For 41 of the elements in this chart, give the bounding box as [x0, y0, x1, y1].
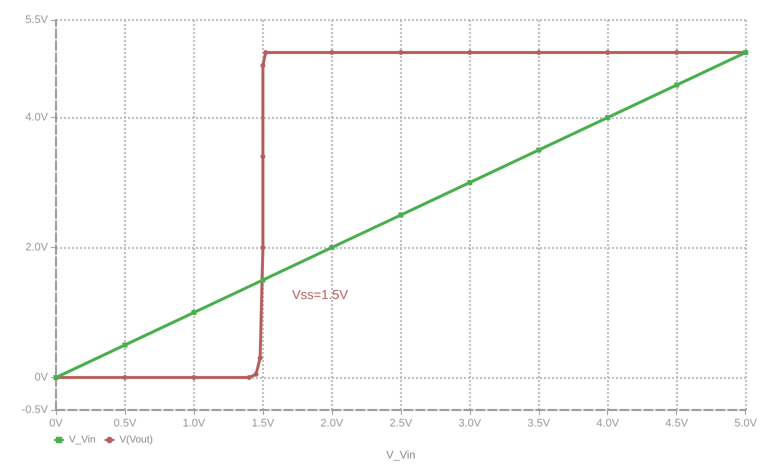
point — [467, 180, 472, 185]
x-tick-label: 3.5V — [527, 418, 551, 430]
point — [263, 50, 268, 55]
point — [260, 278, 266, 282]
point — [605, 50, 610, 55]
point — [122, 342, 128, 348]
x-axis-title: V_Vin — [386, 450, 416, 462]
point — [260, 245, 266, 250]
y-tick-label: 2.0V — [25, 242, 49, 254]
x-tick-label: 1.0V — [182, 418, 206, 430]
x-tick-label: 4.5V — [665, 418, 689, 430]
x-tick-label: 0.5V — [114, 418, 137, 430]
point — [536, 50, 542, 55]
point — [605, 115, 610, 120]
y-tick-label: -0.5V — [22, 404, 49, 416]
point — [260, 154, 266, 159]
legend-label: V(Vout) — [120, 434, 153, 446]
x-tick-label: 4.0V — [596, 418, 620, 430]
point — [674, 50, 680, 55]
point — [398, 50, 404, 55]
point — [246, 375, 252, 380]
x-tick-label: 1.5V — [252, 418, 275, 430]
x-tick-label: 2.5V — [390, 418, 413, 430]
point — [260, 63, 266, 68]
x-tick-label: 0V — [49, 418, 64, 430]
point — [258, 356, 263, 360]
point — [674, 82, 680, 88]
point — [536, 148, 542, 152]
legend-label: V_Vin — [69, 434, 96, 446]
x-tick-label: 3.0V — [458, 418, 482, 430]
x-tick-label: 5.0V — [734, 418, 758, 430]
point — [329, 245, 334, 250]
point — [254, 372, 259, 377]
point — [467, 50, 472, 55]
point — [191, 310, 196, 315]
y-tick-label: 0V — [34, 372, 49, 384]
x-tick-label: 2.0V — [320, 418, 344, 430]
annotation: Vss=1.5V — [292, 287, 348, 302]
point — [398, 212, 404, 218]
y-tick-label: 4.0V — [25, 112, 49, 124]
y-tick-label: 5.5V — [25, 14, 49, 26]
